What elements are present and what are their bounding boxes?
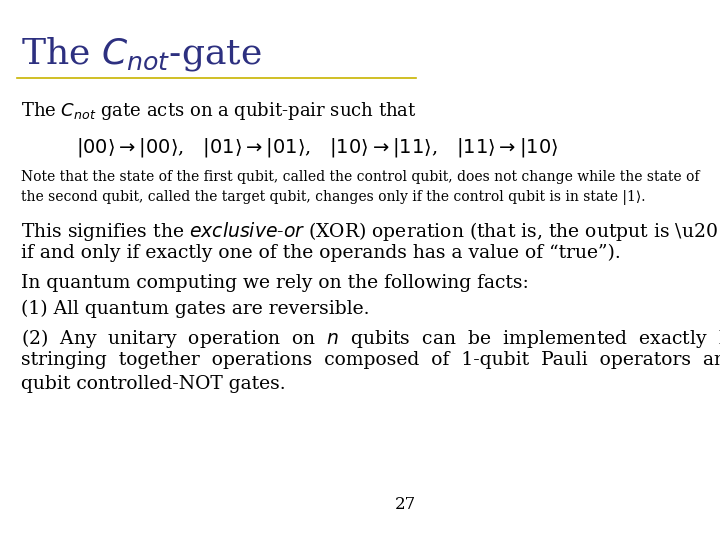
Text: This signifies the $\mathit{exclusive}$-$\mathit{or}$ (XOR) operation (that is, : This signifies the $\mathit{exclusive}$-… (21, 220, 720, 243)
Text: In quantum computing we rely on the following facts:: In quantum computing we rely on the foll… (21, 274, 529, 292)
Text: qubit controlled-NOT gates.: qubit controlled-NOT gates. (21, 375, 286, 393)
Text: 27: 27 (395, 496, 416, 513)
Text: (1) All quantum gates are reversible.: (1) All quantum gates are reversible. (21, 300, 369, 318)
Text: Note that the state of the first qubit, called the control qubit, does not chang: Note that the state of the first qubit, … (21, 170, 700, 184)
Text: $|00\rangle \rightarrow |00\rangle$,   $|01\rangle \rightarrow |01\rangle$,   $|: $|00\rangle \rightarrow |00\rangle$, $|0… (76, 136, 559, 159)
Text: (2)  Any  unitary  operation  on  $n$  qubits  can  be  implemented  exactly  by: (2) Any unitary operation on $n$ qubits … (21, 327, 720, 350)
Text: The $\mathit{C}_{not}$-gate: The $\mathit{C}_{not}$-gate (21, 35, 262, 73)
Text: stringing  together  operations  composed  of  1-qubit  Pauli  operators  and  2: stringing together operations composed o… (21, 351, 720, 369)
Text: the second qubit, called the target qubit, changes only if the control qubit is : the second qubit, called the target qubi… (21, 190, 646, 205)
Text: if and only if exactly one of the operands has a value of “true”).: if and only if exactly one of the operan… (21, 244, 621, 262)
Text: The $\mathit{C}_{not}$ gate acts on a qubit-pair such that: The $\mathit{C}_{not}$ gate acts on a qu… (21, 100, 417, 122)
